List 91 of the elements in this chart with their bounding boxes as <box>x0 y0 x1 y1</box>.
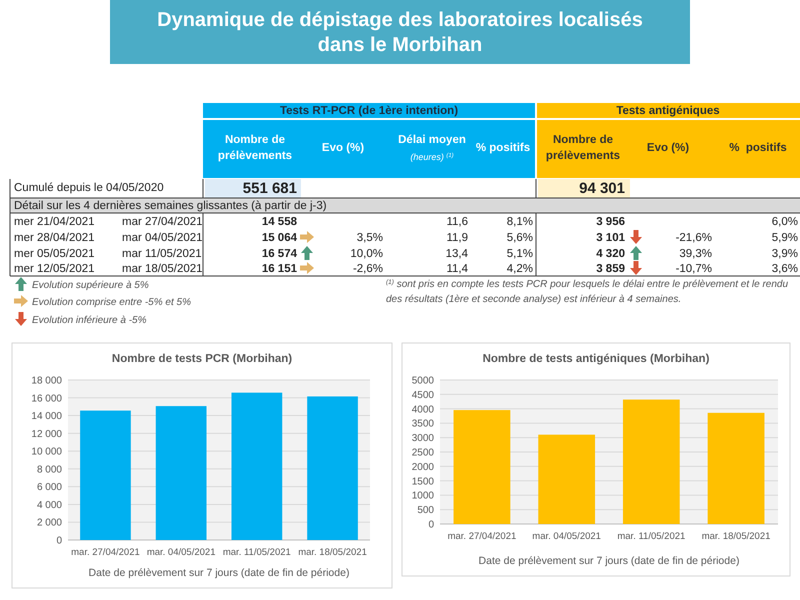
bar <box>708 412 764 524</box>
text: 4,2% <box>506 263 533 275</box>
text: mar 27/04/2021 <box>122 216 203 228</box>
text: -21,6% <box>676 232 712 244</box>
x-axis-title: Date de prélèvement sur 7 jours (date de fin de période) <box>478 555 740 567</box>
text: Evolution inférieure à -5% <box>32 315 147 326</box>
y-tick-label: 3000 <box>412 433 434 444</box>
y-tick-label: 2 000 <box>36 518 62 529</box>
text: $^{(1)}$ sont pris en compte les tests PCR pour lesquels le délai entre le prélèvement et le rendu <box>386 278 788 290</box>
bar <box>622 400 680 524</box>
text: mer 05/05/2021 <box>14 248 95 260</box>
text: 3,6% <box>772 263 798 275</box>
text: Evolution supérieure à 5% <box>32 280 149 291</box>
text: 3 101 <box>596 232 626 244</box>
text: Nombre de prélèvements <box>218 134 292 162</box>
y-tick-label: 0 <box>56 536 62 546</box>
y-tick-label: 5000 <box>412 376 434 386</box>
text: mar 18/05/2021 <box>122 263 203 275</box>
x-tick-label: mar. 18/05/2021 <box>298 547 367 558</box>
y-tick-label: 4 000 <box>36 500 62 511</box>
x-tick-label: mar. 18/05/2021 <box>702 531 770 542</box>
y-tick-label: 2500 <box>412 448 434 458</box>
y-tick-label: 14 000 <box>31 411 62 422</box>
text: 13,4 <box>446 248 469 260</box>
text: 39,3% <box>679 248 712 260</box>
chart-title: Nombre de tests antigéniques (Morbihan) <box>482 353 710 365</box>
y-tick-label: 3500 <box>412 418 434 430</box>
text: 8,1% <box>506 216 533 228</box>
y-tick-label: 4000 <box>412 404 434 416</box>
text: 4 320 <box>596 248 625 260</box>
text: des résultats (1ère et seconde analyse) est inférieur à 4 semaines. <box>386 294 682 305</box>
text: mar 11/05/2021 <box>122 248 202 260</box>
text: 5,1% <box>506 248 533 260</box>
text: Cumulé depuis le 04/05/2020 <box>14 182 164 194</box>
y-tick-label: 6 000 <box>36 482 62 494</box>
x-tick-label: mar. 27/04/2021 <box>448 531 516 542</box>
bar <box>454 410 510 524</box>
text: 10,0% <box>350 248 383 260</box>
y-tick-label: 8 000 <box>36 464 62 476</box>
text: -10,7% <box>676 263 712 275</box>
text: 3 956 <box>596 216 625 228</box>
x-axis-title: Date de prélèvement sur 7 jours (date de fin de période) <box>88 567 350 579</box>
x-tick-label: mar. 11/05/2021 <box>222 547 291 558</box>
text: 5,9% <box>772 232 798 244</box>
chart-title: Nombre de tests PCR (Morbihan) <box>112 353 292 365</box>
text: 3 859 <box>596 263 625 275</box>
y-tick-label: 16 000 <box>31 393 62 404</box>
text: mer 12/05/2021 <box>14 263 95 275</box>
text: 3,5% <box>356 232 383 244</box>
text: mer 28/04/2021 <box>14 232 95 244</box>
y-tick-label: 0 <box>428 520 434 530</box>
y-tick-label: 2000 <box>412 462 434 473</box>
text: 14 558 <box>262 216 298 228</box>
y-tick-label: 1500 <box>412 476 434 488</box>
text: Détail sur les 4 dernières semaines glissantes (à partir de j-3) <box>14 200 327 212</box>
y-tick-label: 18 000 <box>31 376 62 386</box>
text: 551 681 <box>242 180 297 197</box>
text: mar 04/05/2021 <box>122 232 203 244</box>
text: mer 21/04/2021 <box>14 216 95 228</box>
text: 94 301 <box>579 180 625 197</box>
bar <box>538 434 596 524</box>
text: 16 574 <box>262 248 298 260</box>
x-tick-label: mar. 27/04/2021 <box>71 547 140 558</box>
text: 5,6% <box>506 232 533 244</box>
text: Evo (%) <box>322 142 364 154</box>
x-tick-label: mar. 04/05/2021 <box>532 531 601 542</box>
text: Tests antigéniques <box>616 105 720 117</box>
y-tick-label: 4500 <box>412 390 434 401</box>
y-tick-label: 1000 <box>412 490 434 502</box>
text: 16 151 <box>262 263 298 275</box>
y-tick-label: 12 000 <box>31 428 62 440</box>
text: 11,9 <box>446 232 468 244</box>
text: % positifs <box>476 142 530 154</box>
text: % positifs <box>729 142 787 154</box>
text: 3,9% <box>772 248 798 260</box>
x-tick-label: mar. 04/05/2021 <box>146 547 216 558</box>
text: Nombre de prélèvements <box>546 134 620 162</box>
text: Délai moyen <box>398 134 466 146</box>
x-tick-label: mar. 11/05/2021 <box>617 531 686 542</box>
y-tick-label: 500 <box>417 505 434 516</box>
text: -2,6% <box>352 263 383 275</box>
text: 15 064 <box>262 232 298 244</box>
y-tick-label: 10 000 <box>31 446 62 458</box>
text: 6,0% <box>772 216 798 228</box>
text: 11,4 <box>446 263 469 275</box>
text: Evo (%) <box>646 142 690 154</box>
text: Dynamique de dépistage des laboratoires localisés dans le Morbihan <box>157 9 643 56</box>
text: (heures) $^{(1)}$ <box>410 152 454 162</box>
text: 11,6 <box>446 216 468 228</box>
text: Tests RT-PCR (de 1ère intention) <box>280 105 458 117</box>
text: Evolution comprise entre -5% et 5% <box>32 297 192 308</box>
